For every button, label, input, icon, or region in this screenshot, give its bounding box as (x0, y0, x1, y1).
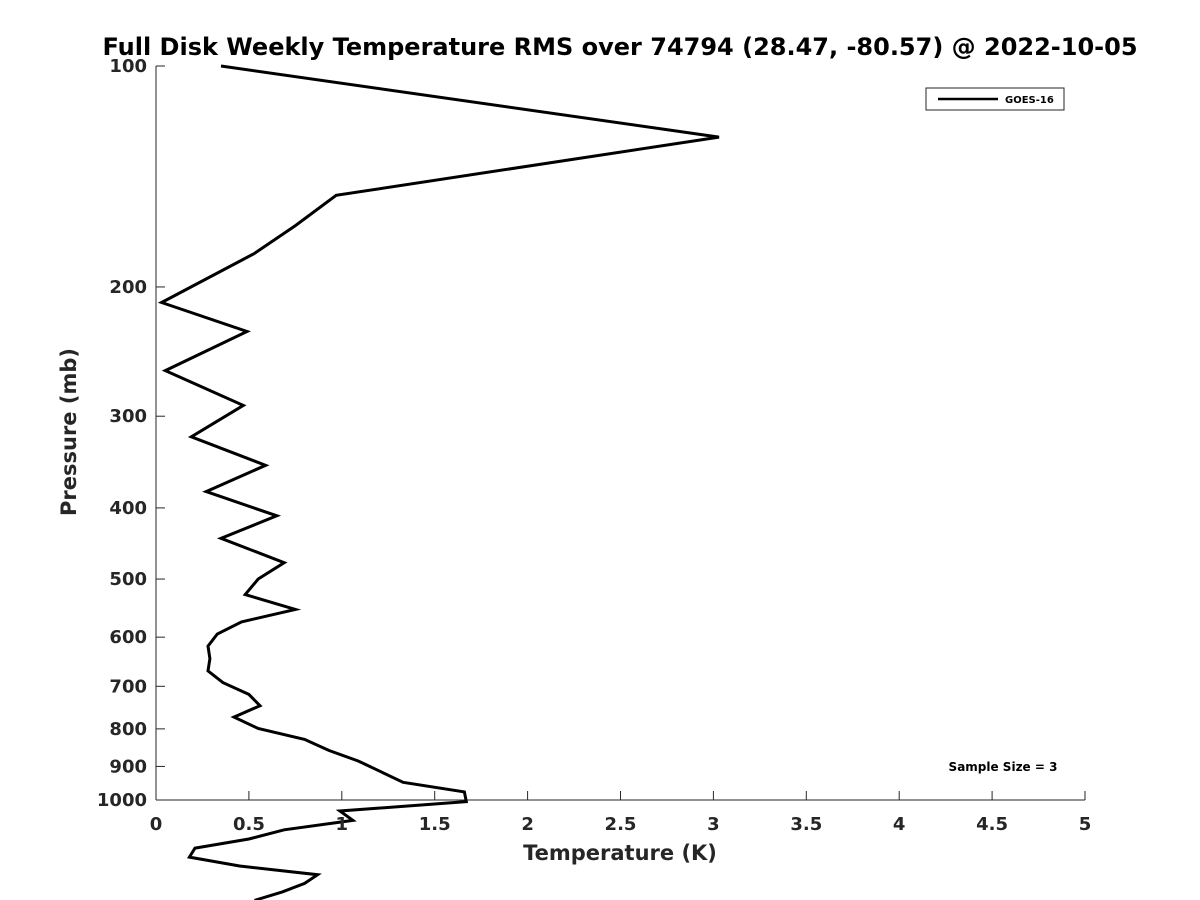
x-tick-label: 1 (336, 814, 349, 835)
x-tick-label: 4.5 (976, 814, 1008, 835)
x-axis-label: Temperature (K) (523, 841, 717, 865)
plot-area (155, 64, 1085, 900)
legend-label-goes-16: GOES-16 (1005, 95, 1054, 106)
y-axis-label: Pressure (mb) (57, 348, 81, 516)
y-tick-label: 400 (109, 498, 147, 519)
x-tick-label: 0 (150, 814, 163, 835)
sample-size-annotation: Sample Size = 3 (949, 760, 1058, 774)
y-tick-label: 300 (109, 406, 147, 427)
legend: GOES-16 (925, 87, 1065, 111)
y-tick-label: 200 (109, 277, 147, 298)
x-tick-label: 2.5 (605, 814, 637, 835)
x-tick-label: 4 (893, 814, 906, 835)
x-tick-label: 3 (707, 814, 720, 835)
y-tick-label: 500 (109, 569, 147, 590)
x-tick-label: 1.5 (419, 814, 451, 835)
x-axis: 0 0.5 1 1.5 2 2.5 3 3.5 4 4.5 5 (150, 791, 1092, 835)
y-tick-label: 900 (109, 756, 147, 777)
x-tick-label: 5 (1079, 814, 1092, 835)
y-tick-label: 100 (109, 56, 147, 77)
y-tick-label: 800 (109, 719, 147, 740)
x-tick-label: 0.5 (233, 814, 265, 835)
y-tick-label: 600 (109, 627, 147, 648)
y-axis: 100 200 300 400 500 600 700 800 900 1000 (97, 56, 165, 811)
y-tick-label: 1000 (97, 790, 147, 811)
x-tick-label: 2 (521, 814, 534, 835)
chart-title: Full Disk Weekly Temperature RMS over 74… (102, 33, 1137, 61)
series-line-goes-16 (157, 64, 720, 900)
y-tick-label: 700 (109, 676, 147, 697)
x-tick-label: 3.5 (790, 814, 822, 835)
